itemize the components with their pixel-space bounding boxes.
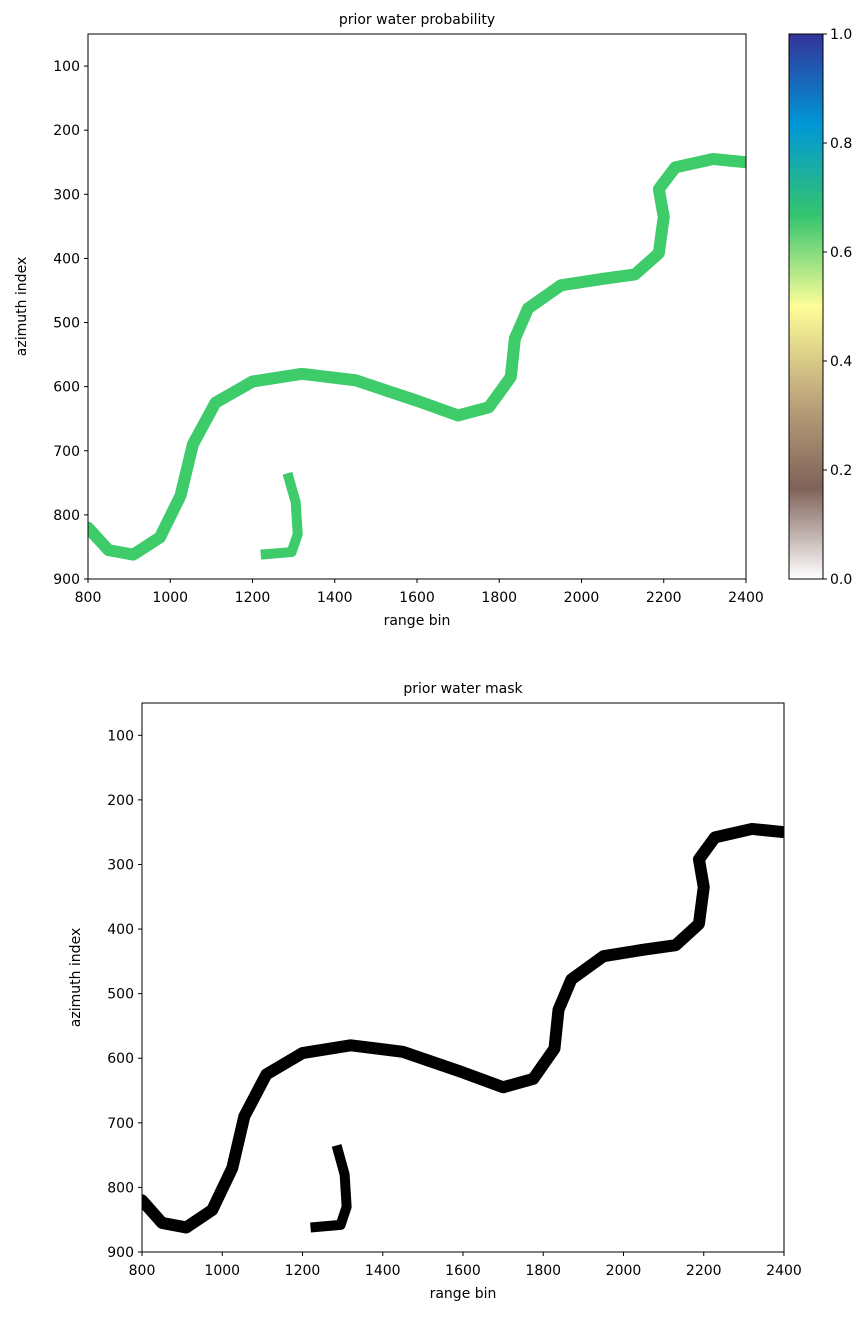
colorbar-tick-label: 0.0 xyxy=(830,572,852,588)
y-tick-label: 600 xyxy=(53,380,80,396)
x-tick-label: 800 xyxy=(129,1263,156,1279)
x-tick-label: 1200 xyxy=(235,590,271,606)
x-tick-label: 800 xyxy=(75,590,102,606)
x-tick-label: 1600 xyxy=(445,1263,481,1279)
chart-title: prior water mask xyxy=(403,681,523,697)
x-tick-label: 2400 xyxy=(766,1263,802,1279)
oxbow xyxy=(260,471,303,560)
colorbar-tick-label: 0.2 xyxy=(830,463,852,479)
river xyxy=(142,822,784,1234)
x-axis-label: range bin xyxy=(384,613,451,629)
x-tick-label: 2200 xyxy=(646,590,682,606)
y-tick-label: 800 xyxy=(53,508,80,524)
colorbar-tick-label: 0.4 xyxy=(830,354,852,370)
y-tick-label: 400 xyxy=(53,251,80,267)
y-tick-label: 900 xyxy=(53,572,80,588)
plot-frame xyxy=(87,33,747,580)
x-tick-label: 2000 xyxy=(606,1263,642,1279)
y-tick-label: 700 xyxy=(53,444,80,460)
y-tick-label: 400 xyxy=(107,922,134,938)
x-tick-label: 2000 xyxy=(564,590,600,606)
x-tick-label: 2400 xyxy=(728,590,764,606)
y-tick-label: 300 xyxy=(107,857,134,873)
y-tick-label: 500 xyxy=(53,316,80,332)
y-tick-label: 200 xyxy=(107,793,134,809)
x-tick-label: 1400 xyxy=(365,1263,401,1279)
river xyxy=(88,153,746,561)
y-axis-label: azimuth index xyxy=(14,257,30,356)
y-tick-label: 200 xyxy=(53,123,80,139)
x-tick-label: 1000 xyxy=(152,590,188,606)
chart-title: prior water probability xyxy=(339,12,495,28)
colorbar-tick-label: 1.0 xyxy=(830,27,852,43)
x-tick-label: 1200 xyxy=(285,1263,321,1279)
x-tick-label: 1600 xyxy=(399,590,435,606)
y-tick-label: 800 xyxy=(107,1180,134,1196)
y-tick-label: 500 xyxy=(107,987,134,1003)
y-tick-label: 600 xyxy=(107,1051,134,1067)
x-tick-label: 1400 xyxy=(317,590,353,606)
y-tick-label: 100 xyxy=(107,728,134,744)
x-tick-label: 1800 xyxy=(481,590,517,606)
x-tick-label: 2200 xyxy=(686,1263,722,1279)
y-tick-label: 700 xyxy=(107,1116,134,1132)
image-layer xyxy=(88,153,746,561)
y-tick-label: 900 xyxy=(107,1245,134,1261)
y-axis-label: azimuth index xyxy=(68,928,84,1027)
colorbar-tick-label: 0.8 xyxy=(830,136,852,152)
x-tick-label: 1800 xyxy=(525,1263,561,1279)
plot-frame xyxy=(141,702,785,1253)
oxbow xyxy=(310,1144,352,1233)
image-layer xyxy=(142,822,784,1234)
x-tick-label: 1000 xyxy=(204,1263,240,1279)
colorbar xyxy=(788,33,824,580)
y-tick-label: 100 xyxy=(53,59,80,75)
y-tick-label: 300 xyxy=(53,187,80,203)
x-axis-label: range bin xyxy=(430,1286,497,1302)
colorbar-tick-label: 0.6 xyxy=(830,245,852,261)
